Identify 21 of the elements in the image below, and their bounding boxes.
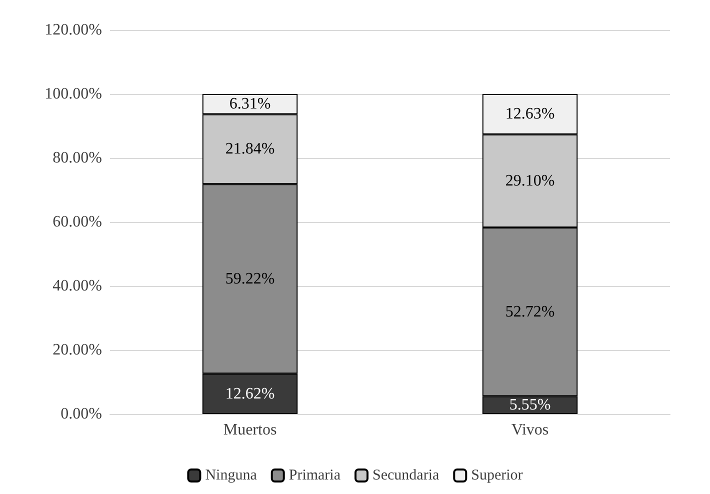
y-tick-label: 40.00%: [52, 278, 102, 294]
y-tick-label: 120.00%: [44, 22, 102, 38]
data-label: 12.63%: [505, 106, 555, 123]
x-tick-label: Muertos: [223, 422, 277, 438]
x-tick-label: Vivos: [511, 422, 549, 438]
data-label: 6.31%: [229, 96, 271, 113]
y-tick-label: 100.00%: [44, 86, 102, 102]
legend-label: Primaria: [288, 468, 341, 484]
data-label: 5.55%: [509, 396, 551, 414]
data-label: 59.22%: [225, 270, 275, 288]
data-label: 21.84%: [225, 140, 275, 158]
y-tick-label: 60.00%: [52, 214, 102, 230]
y-tick-label: 20.00%: [52, 342, 102, 358]
legend-label: Superior: [471, 468, 523, 484]
y-tick-label: 80.00%: [52, 150, 102, 166]
data-label: 52.72%: [505, 303, 555, 320]
y-tick-label: 0.00%: [60, 406, 102, 422]
data-label: 29.10%: [505, 172, 555, 190]
data-label: 12.62%: [225, 385, 275, 402]
legend-label: Secundaria: [372, 468, 440, 484]
legend-label: Ninguna: [205, 468, 258, 484]
